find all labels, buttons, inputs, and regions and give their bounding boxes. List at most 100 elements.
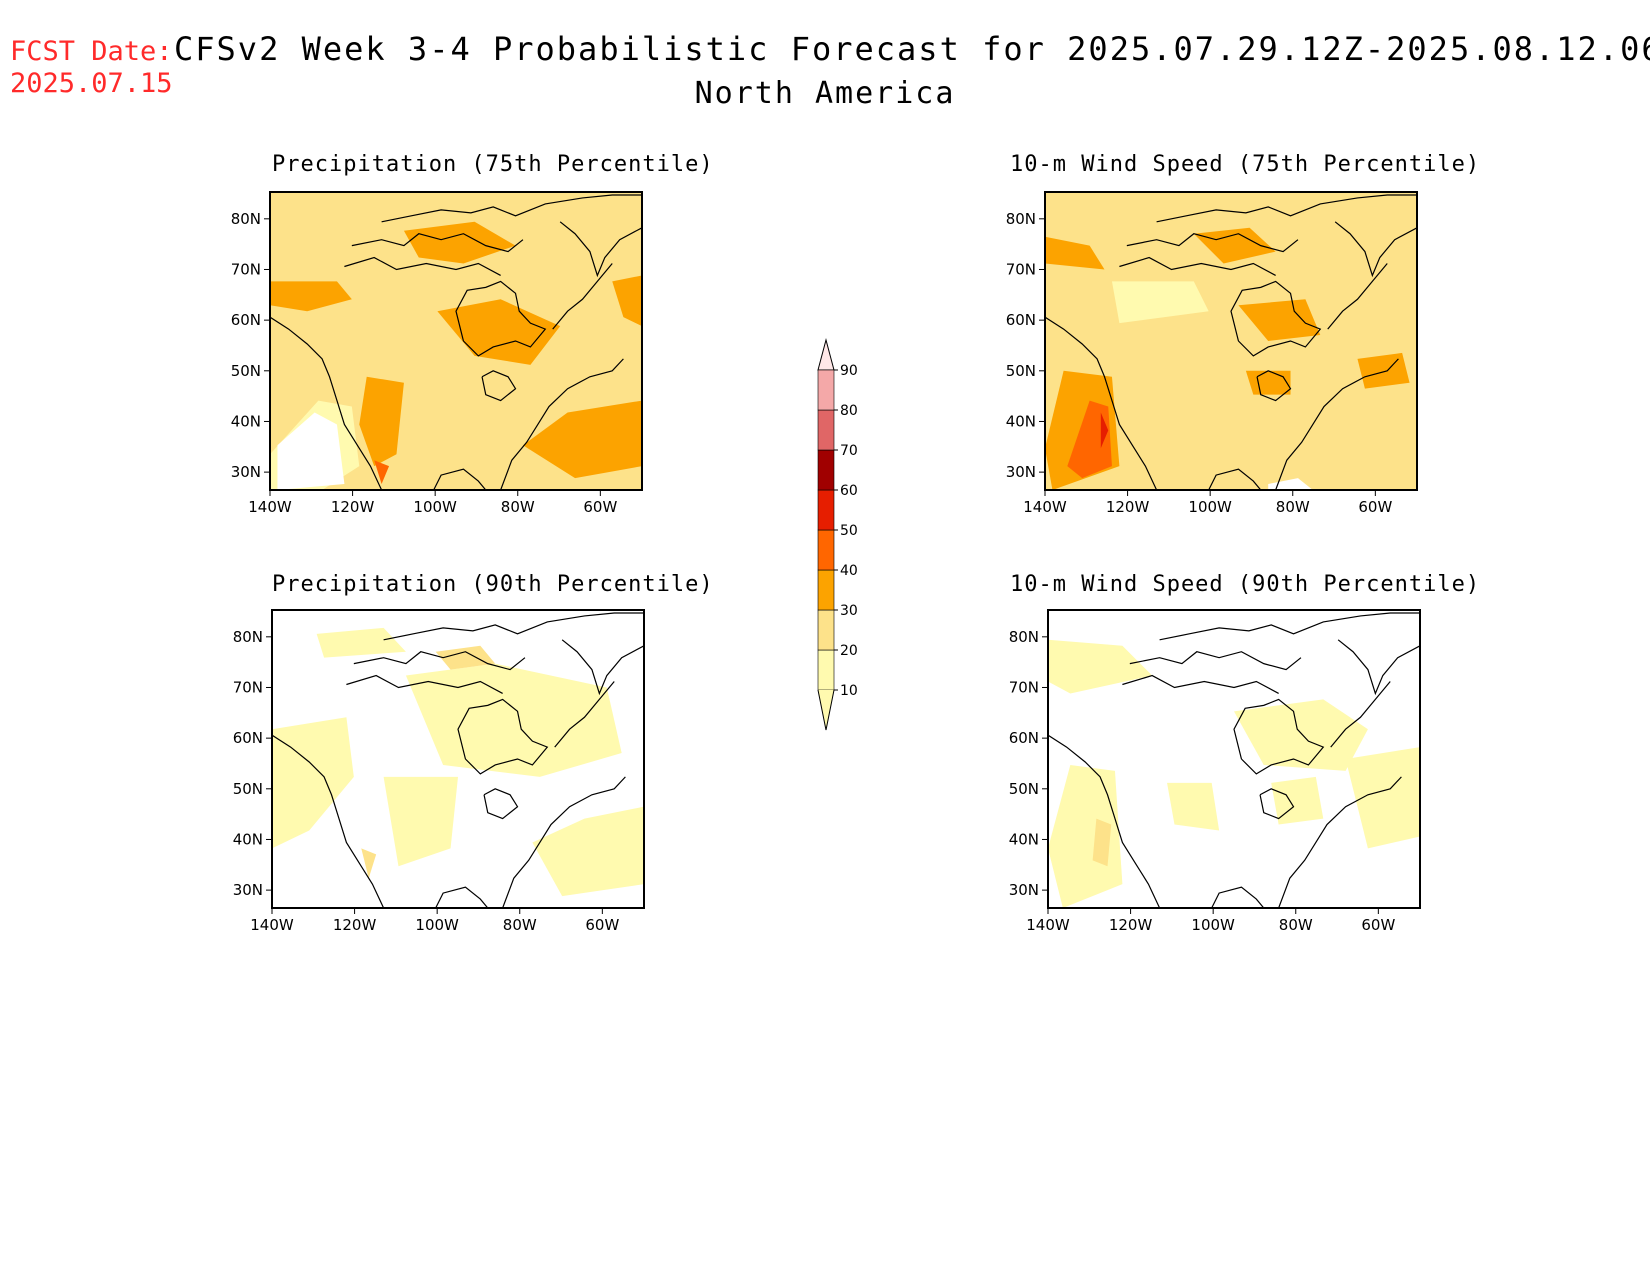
probability-shading: [1045, 236, 1105, 270]
probability-shading: [277, 412, 345, 490]
lat-tick-label: 70N: [1006, 260, 1036, 278]
panel-title-precip90: Precipitation (90th Percentile): [272, 572, 714, 597]
lon-tick-label: 100W: [413, 498, 457, 516]
coastline: [351, 233, 524, 253]
coastline: [344, 256, 501, 276]
coastline: [353, 651, 526, 671]
probability-shading: [1345, 747, 1420, 849]
lat-tick-label: 30N: [233, 881, 263, 899]
probability-shading: [403, 221, 516, 264]
region-subtitle: North America: [694, 76, 956, 111]
colorbar-label: 20: [840, 643, 858, 659]
lon-tick-label: 120W: [1106, 498, 1150, 516]
probability-shading: [437, 299, 561, 365]
coastline: [457, 698, 549, 775]
lat-tick-label: 60N: [1009, 729, 1039, 747]
probability-shading: [359, 376, 404, 467]
lon-tick-label: 140W: [1023, 498, 1067, 516]
coastline: [1211, 886, 1265, 908]
probability-shading: [1268, 478, 1313, 490]
lon-tick-label: 80W: [503, 916, 537, 934]
coastline: [559, 221, 642, 278]
lon-tick-label: 100W: [415, 916, 459, 934]
forecast-date: FCST Date: 2025.07.15: [10, 36, 173, 100]
coastline: [1256, 370, 1292, 402]
shading-layer: [272, 610, 644, 908]
colorbar-label: 40: [840, 563, 858, 579]
lat-tick-label: 40N: [233, 830, 263, 848]
coastline: [500, 358, 624, 490]
lat-tick-label: 60N: [1006, 311, 1036, 329]
colorbar-label: 30: [840, 603, 858, 619]
colorbar-label: 50: [840, 523, 858, 539]
coastline: [502, 776, 626, 908]
colorbar-label: 60: [840, 483, 858, 499]
lat-tick-label: 80N: [1006, 210, 1036, 228]
probability-shading: [1100, 412, 1109, 449]
coastline: [346, 674, 503, 694]
colorbar: 10 20 30 40 50 60 70 80 90: [817, 338, 858, 731]
coastline: [1208, 468, 1262, 490]
shading-layer: [270, 192, 642, 490]
coastline: [1122, 674, 1279, 694]
map-frame: [269, 191, 643, 491]
probability-shading: [1067, 400, 1112, 479]
lon-tick-label: 60W: [583, 498, 617, 516]
coastline: [1337, 639, 1420, 696]
lat-tick-label: 40N: [1009, 830, 1039, 848]
colorbar-label: 70: [840, 443, 858, 459]
colorbar-segment: [817, 409, 835, 451]
lat-tick-label: 50N: [233, 780, 263, 798]
coastline: [1327, 263, 1388, 330]
coastline: [272, 734, 385, 908]
coastline: [1278, 776, 1402, 908]
colorbar-segment: [817, 489, 835, 531]
lon-tick-label: 80W: [501, 498, 535, 516]
lat-tick-label: 30N: [1006, 463, 1036, 481]
probability-shading: [1048, 764, 1123, 908]
forecast-date-label: FCST Date:: [10, 36, 173, 67]
coastline: [1230, 280, 1322, 357]
coastline: [1233, 698, 1325, 775]
lat-tick-label: 60N: [233, 729, 263, 747]
lon-tick-label: 80W: [1279, 916, 1313, 934]
probability-shading: [316, 627, 406, 658]
coastline: [561, 639, 644, 696]
probability-shading: [532, 806, 644, 897]
lat-tick-label: 70N: [233, 678, 263, 696]
panel-title-wind75: 10-m Wind Speed (75th Percentile): [1010, 152, 1481, 177]
lon-tick-label: 120W: [333, 916, 377, 934]
coastline: [552, 263, 613, 330]
coastline: [1045, 316, 1158, 490]
lon-tick-label: 140W: [250, 916, 294, 934]
coastline: [1119, 256, 1276, 276]
lat-tick-label: 50N: [231, 362, 261, 380]
colorbar-top-triangle: [817, 338, 835, 371]
lon-tick-label: 60W: [1358, 498, 1392, 516]
probability-shading: [405, 663, 622, 777]
probability-shading: [374, 460, 390, 485]
probability-shading: [435, 645, 496, 670]
colorbar-label: 90: [840, 363, 858, 379]
coastline: [1126, 233, 1299, 253]
lon-tick-label: 120W: [1109, 916, 1153, 934]
probability-shading: [1167, 782, 1220, 831]
lon-tick-label: 60W: [585, 916, 619, 934]
map-wind90: 80N 70N 60N 50N 40N 30N 140W 120W 100W 80W 60W: [1009, 609, 1421, 934]
colorbar-bottom-triangle: [817, 689, 835, 731]
coastline: [433, 468, 487, 490]
colorbar-label: 80: [840, 403, 858, 419]
coastline: [383, 612, 644, 641]
lon-tick-label: 140W: [248, 498, 292, 516]
coastline: [1159, 612, 1420, 641]
probability-shading: [272, 717, 354, 849]
lon-tick-label: 100W: [1191, 916, 1235, 934]
map-precip75: 80N 70N 60N 50N 40N 30N 140W 120W 100W 80W 60W: [231, 191, 643, 516]
coastline: [435, 886, 489, 908]
panel-title-wind90: 10-m Wind Speed (90th Percentile): [1010, 572, 1481, 597]
lon-tick-label: 100W: [1188, 498, 1232, 516]
colorbar-label: 10: [840, 683, 858, 699]
probability-shading: [1234, 699, 1368, 771]
probability-shading: [1092, 818, 1112, 867]
coastline: [1048, 734, 1161, 908]
